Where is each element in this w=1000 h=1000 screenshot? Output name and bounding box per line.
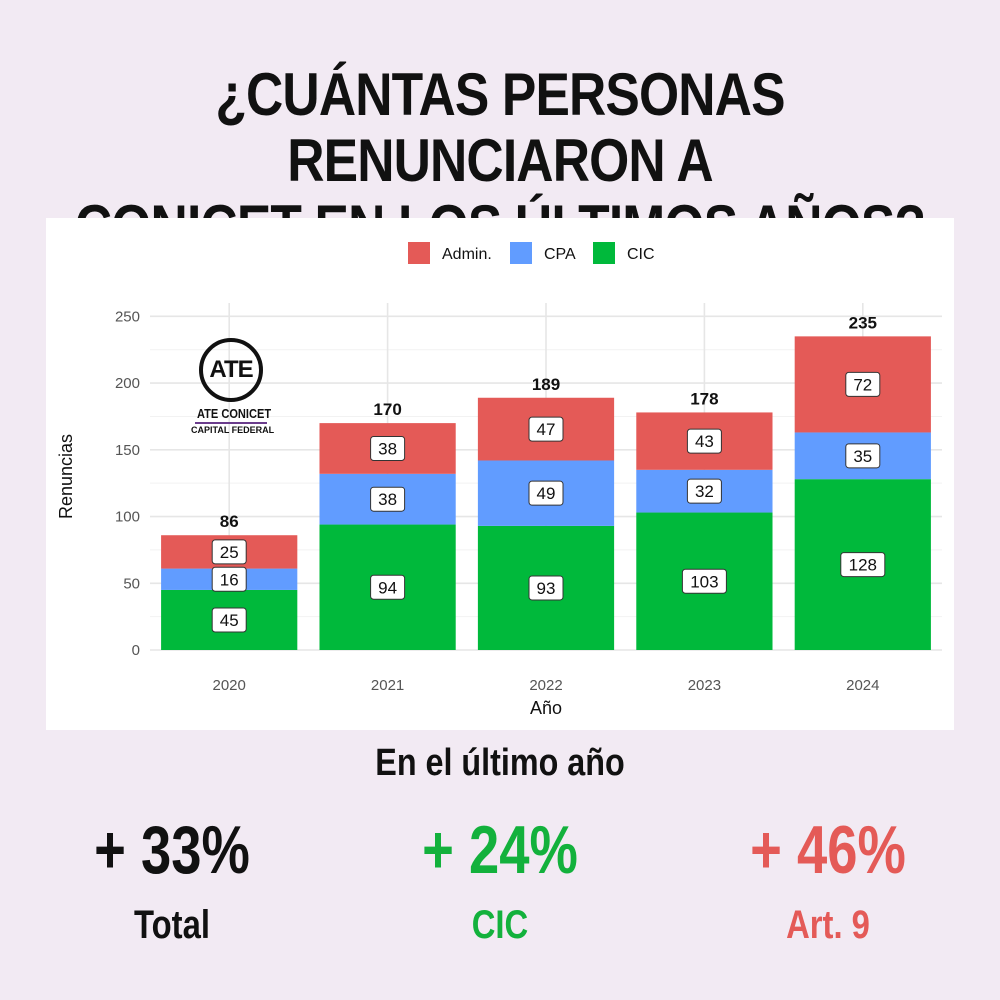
chart-panel: 0 50 100 150 200 250 45 16 25 86 2020 94 38 38 170 2021… (46, 218, 954, 730)
total-label: 170 (373, 400, 401, 419)
logo-subtitle: CAPITAL FEDERAL (191, 425, 275, 435)
stacked-bar-chart: 0 50 100 150 200 250 45 16 25 86 2020 94 38 38 170 2021… (56, 242, 942, 718)
x-axis-title: Año (530, 698, 562, 718)
stat-total-value: + 33% (94, 812, 250, 888)
data-label-box (681, 568, 727, 594)
logo-name: ATE CONICET (197, 406, 272, 421)
x-tick-label: 2021 (371, 677, 404, 694)
data-label-box (211, 566, 247, 592)
legend-label: Admin. (442, 246, 492, 263)
data-label: 49 (537, 484, 556, 503)
stat-cic-label: CIC (471, 903, 529, 947)
x-tick-label: 2023 (688, 677, 721, 694)
data-label: 128 (849, 556, 877, 575)
data-label-box (686, 478, 722, 504)
data-label: 32 (695, 482, 714, 501)
legend-swatch-cic (593, 242, 615, 264)
stat-art9-value: + 46% (750, 812, 906, 888)
data-label-box (370, 574, 406, 600)
legend-swatch-admin (408, 242, 430, 264)
y-tick-label: 100 (115, 509, 140, 526)
y-tick-label: 200 (115, 375, 140, 392)
data-label-box (840, 552, 886, 578)
data-label-box (528, 480, 564, 506)
data-label: 103 (690, 572, 718, 591)
data-label-box (845, 443, 881, 469)
data-label-box (211, 539, 247, 565)
stat-total: + 33% Total (22, 810, 322, 950)
total-label: 178 (690, 389, 718, 408)
legend-swatch-cpa (510, 242, 532, 264)
ate-logo: ATE ATE CONICET CAPITAL FEDERAL (191, 338, 275, 435)
total-label: 235 (849, 313, 877, 332)
data-label: 25 (220, 543, 239, 562)
stat-total-label: Total (134, 903, 210, 947)
stat-art9-label: Art. 9 (786, 903, 870, 947)
title-line-1: ¿CUÁNTAS PERSONAS RENUNCIARON A (215, 61, 785, 194)
data-label-box (370, 435, 406, 461)
legend-label: CIC (627, 246, 655, 263)
data-label-box (528, 575, 564, 601)
data-label-box (370, 486, 406, 512)
stat-cic-value: + 24% (422, 812, 578, 888)
y-tick-label: 250 (115, 308, 140, 325)
stat-cic: + 24% CIC (350, 810, 650, 950)
data-label: 38 (378, 439, 397, 458)
summary-heading: En el último año (375, 742, 625, 784)
y-tick-label: 0 (132, 642, 140, 659)
ate-logo-mark: ATE (199, 338, 263, 402)
data-label-box (528, 416, 564, 442)
data-label-box (211, 607, 247, 633)
data-label: 38 (378, 490, 397, 509)
x-tick-label: 2024 (846, 677, 879, 694)
data-label: 47 (537, 420, 556, 439)
total-label: 86 (220, 512, 239, 531)
data-label: 72 (853, 375, 872, 394)
data-label: 35 (853, 447, 872, 466)
data-label: 16 (220, 570, 239, 589)
total-label: 189 (532, 375, 560, 394)
y-tick-label: 150 (115, 442, 140, 459)
data-label: 93 (537, 579, 556, 598)
logo-underline (195, 422, 267, 424)
x-tick-label: 2022 (529, 677, 562, 694)
x-tick-label: 2020 (213, 677, 246, 694)
data-label-box (686, 428, 722, 454)
data-label: 94 (378, 578, 397, 597)
data-label: 43 (695, 432, 714, 451)
legend-label: CPA (544, 246, 576, 263)
y-axis-title: Renuncias (56, 434, 76, 519)
stat-art9: + 46% Art. 9 (678, 810, 978, 950)
y-tick-label: 50 (123, 575, 140, 592)
data-label-box (845, 371, 881, 397)
data-label: 45 (220, 611, 239, 630)
